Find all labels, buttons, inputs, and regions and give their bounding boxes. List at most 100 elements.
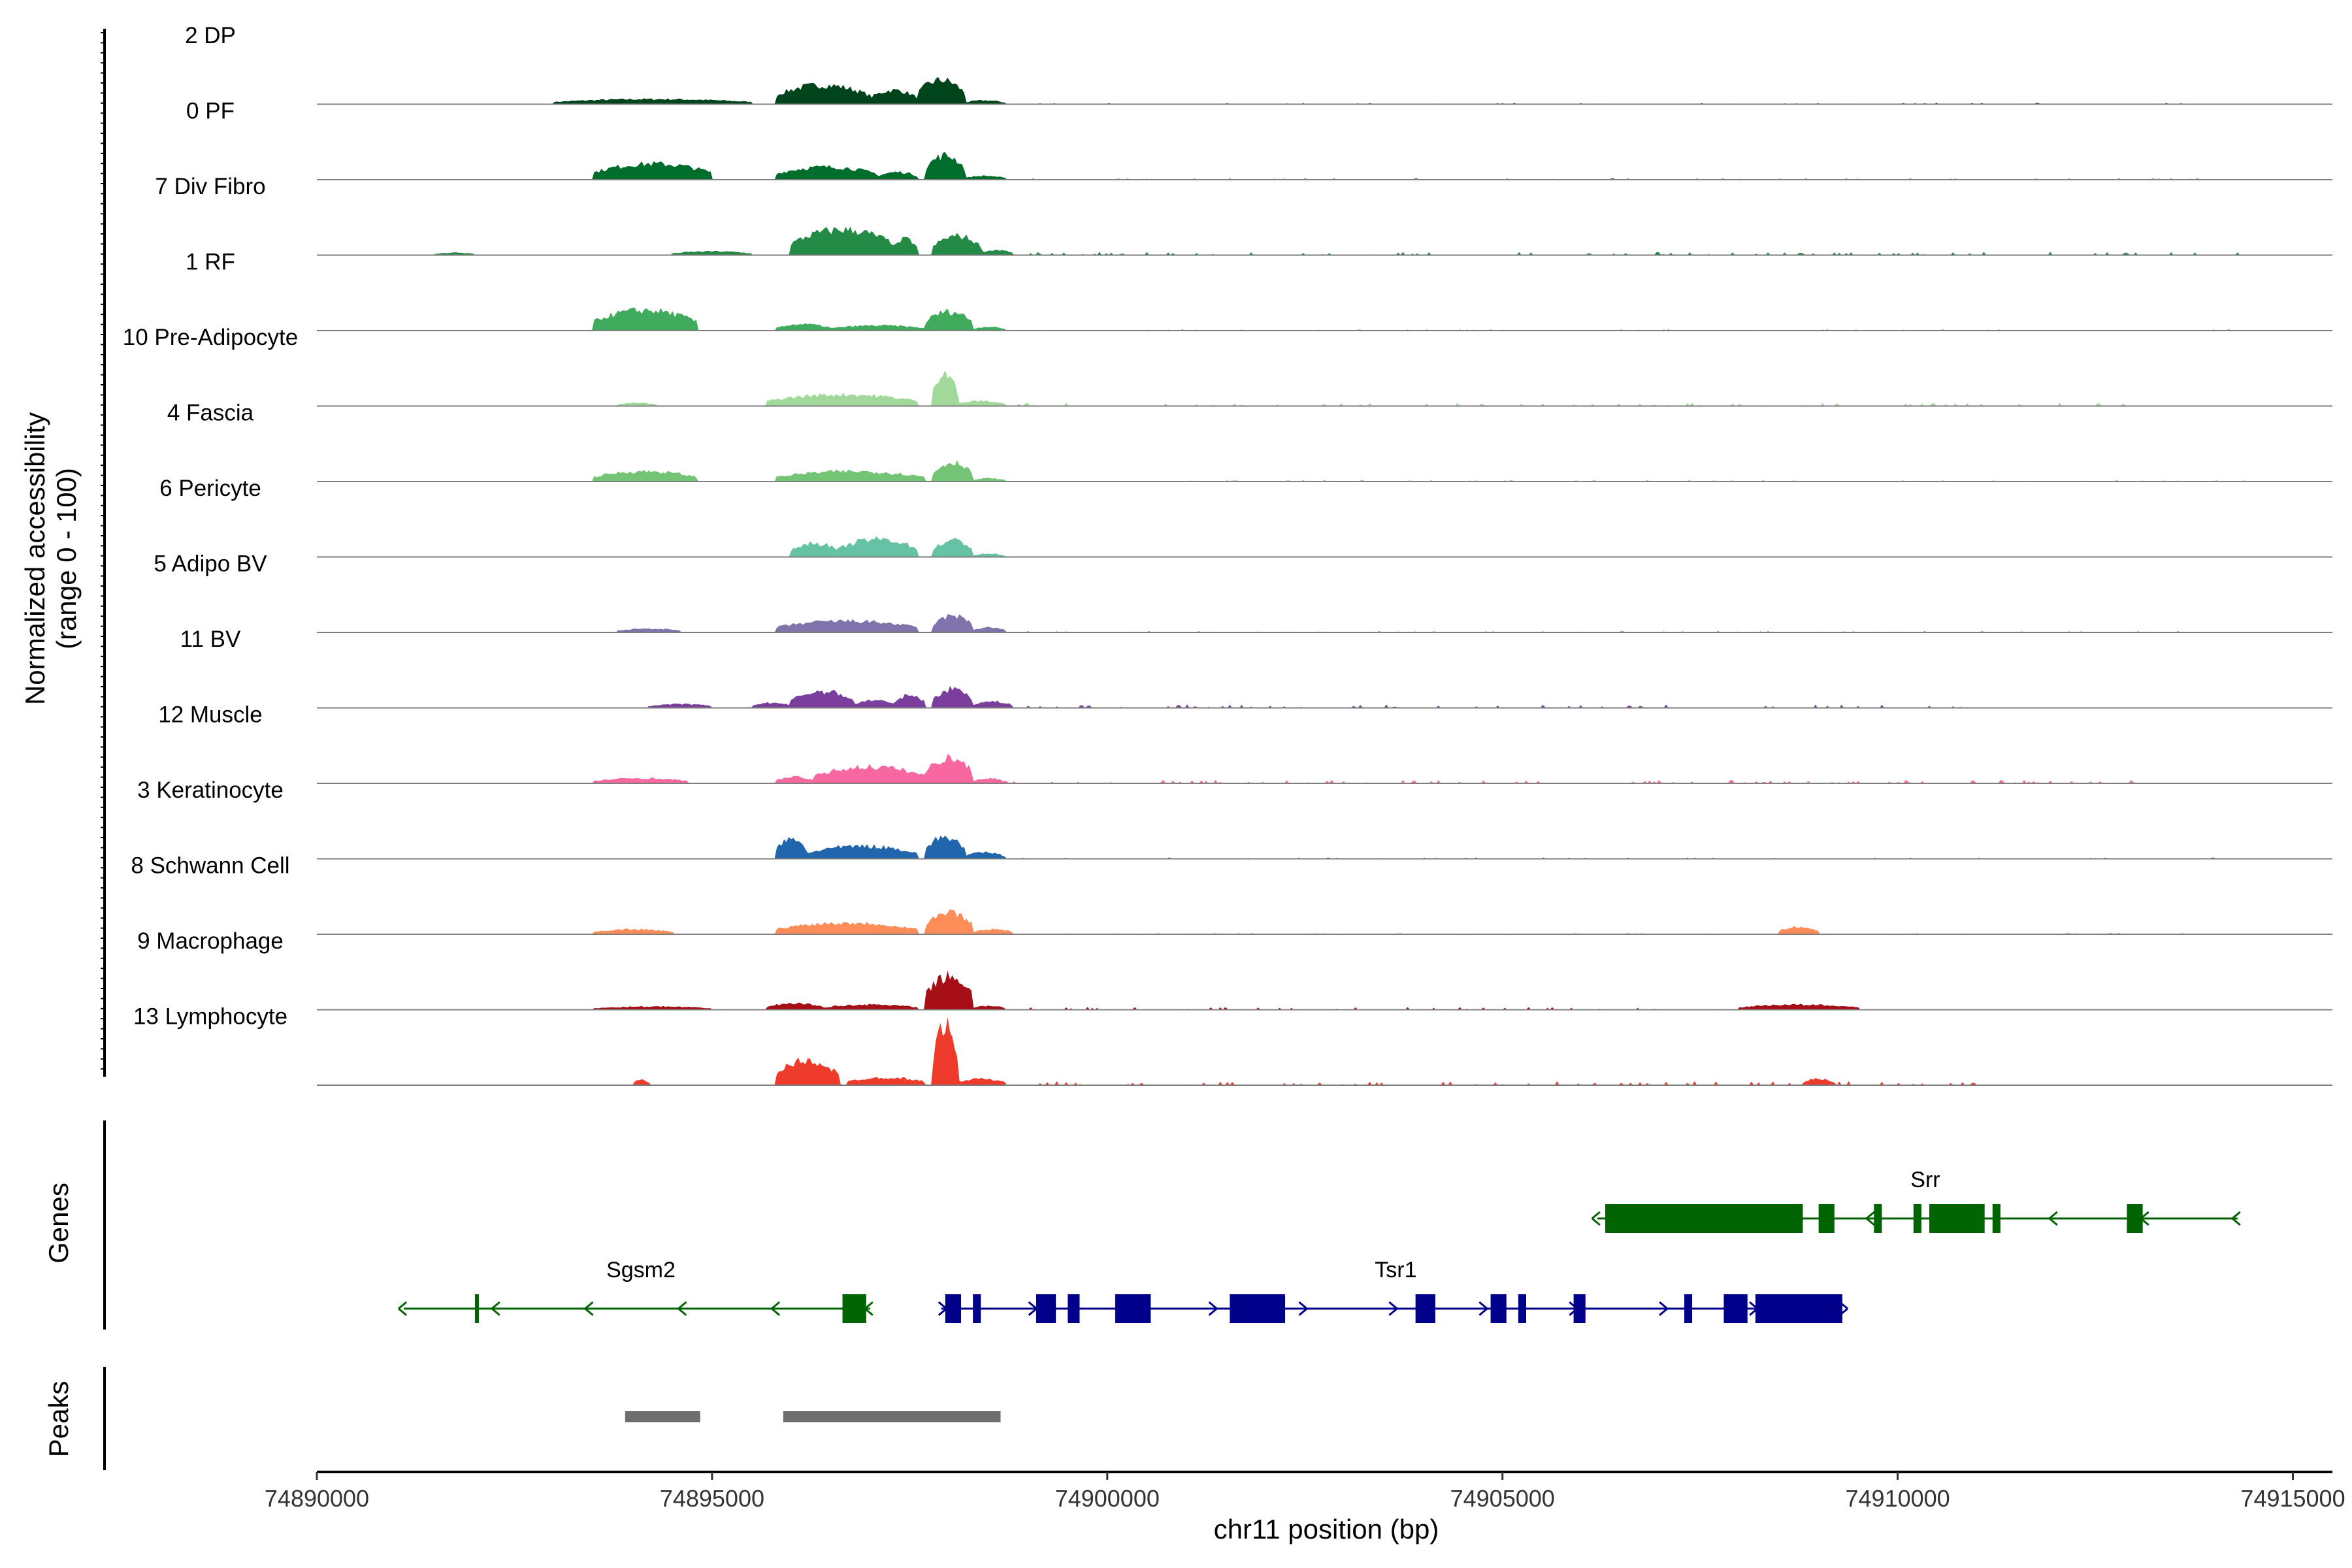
strand-arrow [678, 1301, 687, 1316]
track-label: 6 Pericyte [159, 476, 261, 501]
coverage-tracks: 2 DP 0 PF 7 Div Fibro 1 RF 10 Pre-Adipocyte 4… [123, 23, 2332, 1086]
y-axis-title-line-2: (range 0 - 100) [51, 468, 82, 649]
gene-srr: Srr [1591, 1168, 2241, 1233]
x-tick-label: 74895000 [660, 1485, 764, 1512]
track-7-div-fibro: 7 Div Fibro [155, 174, 2332, 256]
track-label: 0 PF [186, 99, 235, 124]
strand-arrow [938, 1301, 947, 1316]
x-tick-label: 74915000 [2240, 1485, 2345, 1512]
gene-exon [1573, 1294, 1586, 1323]
gene-label: Sgsm2 [606, 1258, 676, 1282]
gene-tsr1: Tsr1 [938, 1258, 1848, 1323]
y-axis-title-line-1: Normalized accessibility [20, 412, 50, 705]
gene-exon [1518, 1294, 1526, 1323]
strand-arrow [1659, 1301, 1669, 1316]
peaks-track [625, 1411, 1001, 1422]
gene-exon [1415, 1294, 1435, 1323]
track-label: 1 RF [186, 250, 235, 275]
track-label: 11 BV [180, 627, 241, 652]
gene-exon [1755, 1294, 1842, 1323]
strand-arrow [771, 1301, 781, 1316]
coverage-area [387, 754, 2262, 783]
gene-exon [945, 1294, 961, 1323]
strand-arrow [2231, 1211, 2241, 1226]
gene-exon [1684, 1294, 1693, 1323]
track-0-pf: 0 PF [186, 99, 2332, 180]
strand-arrow [1478, 1301, 1488, 1316]
track-1-rf: 1 RF [186, 250, 2332, 331]
gene-exon [1723, 1294, 1748, 1323]
coverage-area [387, 76, 2262, 105]
strand-arrow [864, 1301, 874, 1316]
strand-arrow [491, 1301, 500, 1316]
gene-exon [1036, 1294, 1056, 1323]
gene-exon [1929, 1204, 1985, 1233]
genes-panel-title: Genes [43, 1183, 74, 1264]
x-axis-ticks: 74890000 74895000 74900000 74905000 74910000… [265, 1472, 2345, 1512]
gene-exon [1068, 1294, 1080, 1323]
x-tick-label: 74905000 [1450, 1485, 1555, 1512]
coverage-area [387, 1017, 2262, 1085]
track-2-dp: 2 DP [185, 23, 2332, 105]
gene-exon [1818, 1204, 1835, 1233]
gene-exon [1992, 1204, 2001, 1233]
coverage-area [387, 226, 2262, 255]
track-13-lymphocyte: 13 Lymphocyte [133, 1004, 2332, 1086]
gene-exon [842, 1294, 866, 1323]
track-9-macrophage: 9 Macrophage [137, 928, 2332, 1011]
gene-label: Tsr1 [1375, 1258, 1416, 1282]
strand-arrow [1208, 1301, 1218, 1316]
track-label: 12 Muscle [158, 702, 263, 728]
x-tick-label: 74890000 [265, 1485, 369, 1512]
coverage-area [387, 370, 2262, 406]
gene-sgsm2: Sgsm2 [398, 1258, 874, 1323]
coverage-area [387, 614, 2262, 632]
track-label: 4 Fascia [167, 400, 254, 426]
strand-arrow [398, 1301, 408, 1316]
strand-arrow [1028, 1301, 1037, 1316]
strand-arrow [2048, 1211, 2058, 1226]
coverage-area [387, 307, 2262, 331]
gene-exon [1605, 1204, 1803, 1233]
gene-exon [1490, 1294, 1507, 1323]
strand-arrow [1591, 1211, 1601, 1226]
track-6-pericyte: 6 Pericyte [159, 476, 2332, 558]
strand-arrow [1298, 1301, 1308, 1316]
track-11-bv: 11 BV [180, 627, 2332, 709]
x-tick-label: 74900000 [1055, 1485, 1160, 1512]
gene-exon [1913, 1204, 1921, 1233]
track-3-keratinocyte: 3 Keratinocyte [137, 777, 2332, 860]
track-label: 13 Lymphocyte [133, 1004, 287, 1030]
track-label: 8 Schwann Cell [131, 853, 289, 879]
peak-region [783, 1411, 1001, 1422]
y-axis-title: Normalized accessibility (range 0 - 100) [20, 412, 82, 705]
genes-track: Srr Sgsm2 Tsr1 [398, 1168, 2241, 1323]
coverage-area [387, 685, 2262, 708]
coverage-area [387, 460, 2262, 482]
track-8-schwann-cell: 8 Schwann Cell [131, 853, 2332, 935]
track-label: 2 DP [185, 23, 236, 48]
track-5-adipo-bv: 5 Adipo BV [154, 551, 2332, 633]
x-tick-label: 74910000 [1846, 1485, 1950, 1512]
track-12-muscle: 12 Muscle [158, 702, 2332, 784]
coverage-area [387, 970, 2262, 1010]
coverage-area [387, 835, 2262, 859]
gene-exon [474, 1294, 480, 1323]
peak-region [625, 1411, 700, 1422]
gene-exon [2127, 1204, 2143, 1233]
strand-arrow [584, 1301, 594, 1316]
x-axis-title: chr11 position (bp) [1214, 1514, 1439, 1544]
track-4-fascia: 4 Fascia [167, 400, 2332, 482]
strand-arrow [1865, 1211, 1875, 1226]
coverage-area [387, 909, 2262, 934]
track-label: 10 Pre-Adipocyte [123, 325, 298, 350]
track-label: 9 Macrophage [137, 928, 284, 954]
gene-exon [1874, 1204, 1882, 1233]
gene-label: Srr [1910, 1168, 1940, 1192]
coverage-area [387, 152, 2262, 180]
track-label: 7 Div Fibro [155, 174, 265, 199]
track-label: 5 Adipo BV [154, 551, 267, 577]
track-10-pre-adipocyte: 10 Pre-Adipocyte [123, 325, 2332, 407]
gene-exon [1115, 1294, 1151, 1323]
